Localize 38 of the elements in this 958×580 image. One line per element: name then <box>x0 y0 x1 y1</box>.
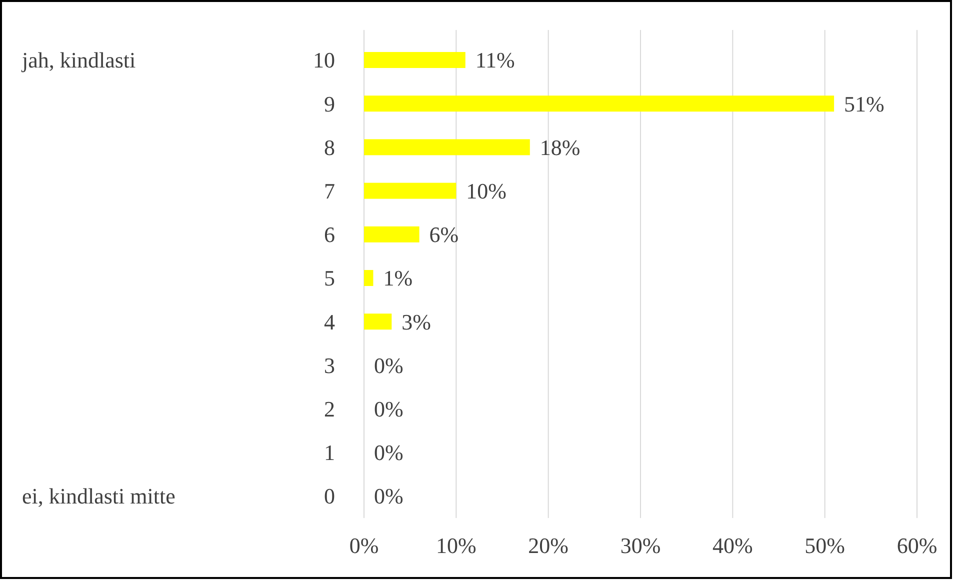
y-tick-label: 5 <box>324 266 335 291</box>
y-tick-label: 8 <box>324 134 335 160</box>
bar <box>364 96 834 112</box>
x-tick-label: 20% <box>528 533 568 558</box>
y-tick-label: 0 <box>324 484 335 509</box>
y-tick-label: 1 <box>324 440 335 466</box>
bar <box>364 270 374 286</box>
data-label: 3% <box>402 309 431 334</box>
data-label: 11% <box>475 48 515 73</box>
data-label: 0% <box>374 352 404 378</box>
y-tick-label: 6 <box>324 222 335 248</box>
y-tick-label: 2 <box>324 396 335 422</box>
x-tick-label: 0% <box>349 533 379 558</box>
x-tick-label: 50% <box>804 533 845 558</box>
data-label: 0% <box>374 396 404 422</box>
data-label: 18% <box>540 134 580 160</box>
x-tick-label: 40% <box>712 533 753 558</box>
y-tick-label: 10 <box>313 48 335 73</box>
bar <box>364 52 466 68</box>
text: jah, kindlasti <box>21 48 136 73</box>
y-tick-label: 7 <box>324 178 335 204</box>
x-tick-label: 30% <box>620 533 661 558</box>
text: ei, kindlasti mitte <box>22 484 176 509</box>
data-label: 6% <box>429 222 459 248</box>
y-tick-label: 9 <box>324 91 335 116</box>
y-tick-label: 3 <box>324 352 335 378</box>
bar <box>364 139 530 156</box>
data-label: 51% <box>844 91 884 116</box>
x-tick-label: 10% <box>436 533 476 558</box>
data-label: 0% <box>374 440 404 466</box>
data-label: 0% <box>374 484 404 509</box>
y-tick-label: 4 <box>324 309 335 334</box>
data-label: 1% <box>383 266 413 291</box>
bar <box>364 314 392 330</box>
bar <box>364 182 456 199</box>
bar <box>364 226 420 242</box>
x-tick-label: 60% <box>896 533 938 558</box>
data-label: 10% <box>466 178 506 204</box>
